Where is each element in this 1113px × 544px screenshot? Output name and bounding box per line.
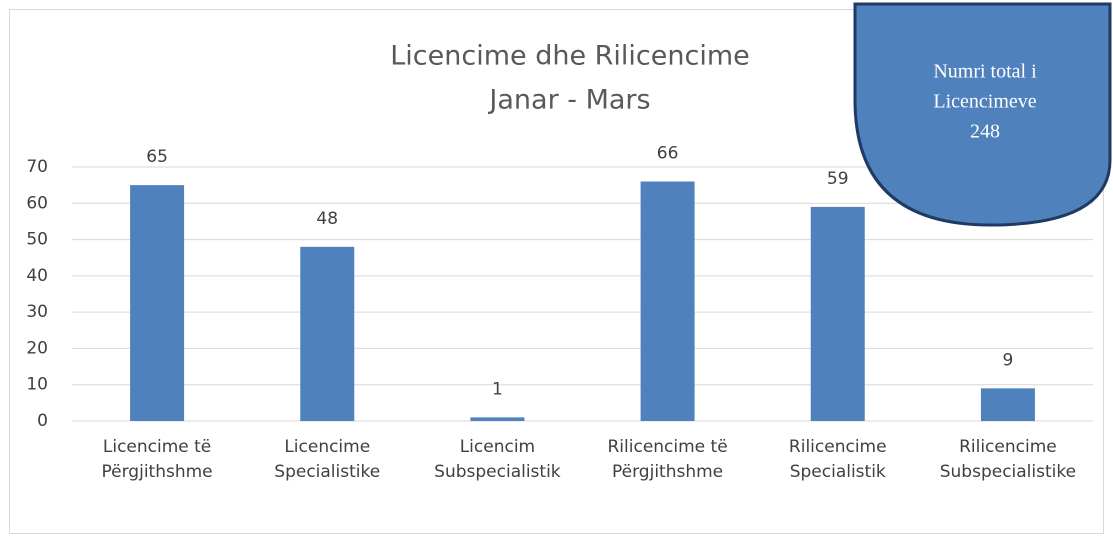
y-tick-label: 60 [26,193,48,213]
x-tick-label: Specialistik [790,462,886,482]
x-tick-label: Licencim [460,437,535,457]
x-tick-label: Rilicencime [959,437,1057,457]
bar [640,181,695,421]
annotation-value: 248 [970,121,1000,143]
y-tick-label: 40 [26,266,48,286]
y-tick-label: 30 [26,302,48,322]
y-tick-label: 10 [26,375,48,395]
x-tick-label: Përgjithshme [102,462,213,482]
data-label: 66 [657,144,679,164]
data-label: 65 [146,147,168,167]
chart-title: Licencime dhe Rilicencime [390,41,750,72]
x-tick-label: Subspecialistik [434,462,561,482]
x-tick-label: Subspecialistike [940,462,1076,482]
chart-subtitle: Janar - Mars [487,85,650,116]
bar [980,388,1035,421]
x-tick-label: Specialistike [274,462,380,482]
x-tick-label: Përgjithshme [612,462,723,482]
data-label: 9 [1003,350,1014,370]
y-tick-label: 50 [26,230,48,250]
bar [300,246,355,421]
data-label: 48 [316,209,338,229]
x-tick-label: Licencime [284,437,370,457]
annotation-shape [853,2,1112,227]
annotation-text: Numri total i [933,61,1037,83]
x-tick-label: Rilicencime të [607,437,727,457]
bar [470,417,525,421]
x-tick-label: Rilicencime [789,437,887,457]
data-label: 59 [827,169,849,189]
y-tick-label: 20 [26,338,48,358]
bar [130,185,185,421]
data-label: 1 [492,379,503,399]
y-tick-label: 70 [26,157,48,177]
y-tick-label: 0 [37,411,48,431]
x-tick-label: Licencime të [103,437,211,457]
bar [810,206,865,421]
annotation-text: Licencimeve [933,91,1036,113]
